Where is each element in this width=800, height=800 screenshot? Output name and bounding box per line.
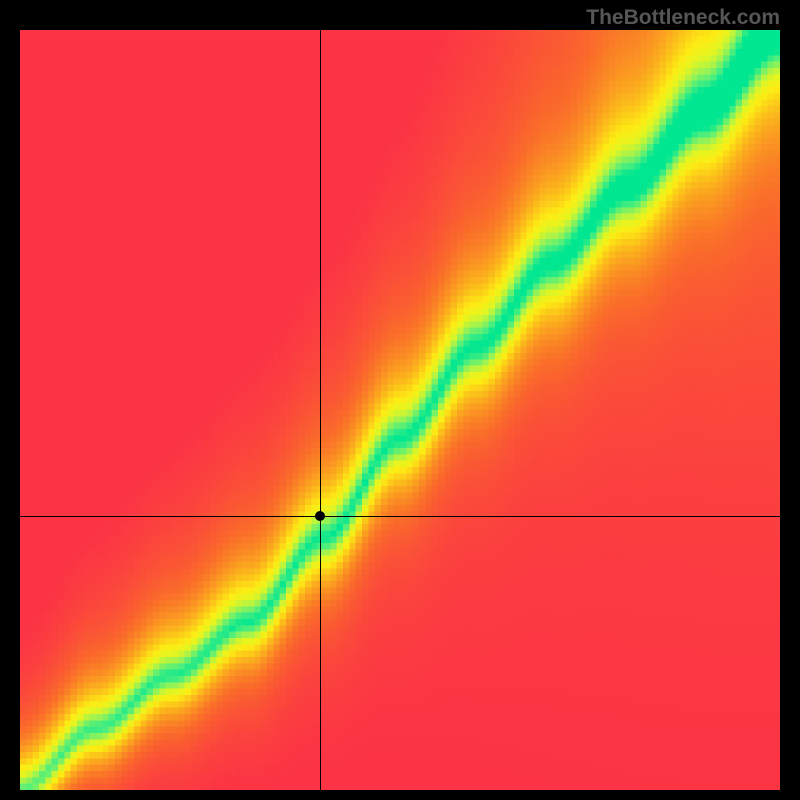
- watermark-text: TheBottleneck.com: [586, 6, 780, 30]
- crosshair-vertical: [320, 30, 321, 790]
- bottleneck-heatmap: [20, 30, 780, 790]
- crosshair-horizontal: [20, 516, 780, 517]
- crosshair-marker: [315, 511, 325, 521]
- chart-container: { "watermark": { "text": "TheBottleneck.…: [0, 0, 800, 800]
